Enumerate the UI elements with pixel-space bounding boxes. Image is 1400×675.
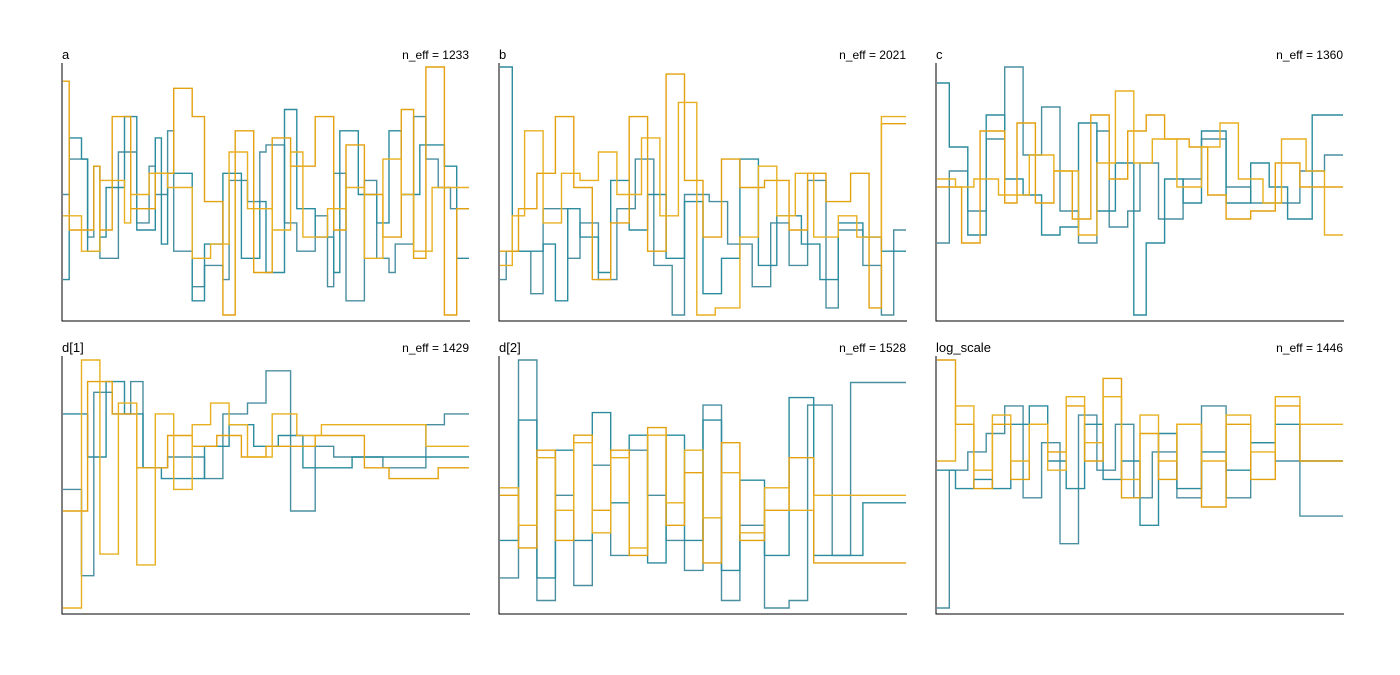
panel-title: c [936, 47, 943, 62]
panel-3: c n_eff = 1360 [935, 47, 1344, 322]
panel-6: log_scale n_eff = 1446 [935, 340, 1344, 615]
chain-3-trace [63, 66, 469, 316]
neff-label: n_eff = 1446 [1276, 341, 1343, 355]
chain-4-trace [937, 90, 1343, 236]
chain-3-trace [500, 426, 906, 564]
neff-label: n_eff = 1528 [839, 341, 906, 355]
chain-3-trace [500, 73, 906, 309]
chain-4-trace [63, 151, 469, 259]
chain-4-trace [937, 396, 1343, 481]
axis-frame [935, 63, 1344, 322]
axis-frame [61, 63, 470, 322]
axis-frame [498, 63, 907, 322]
panel-5: d[2] n_eff = 1528 [498, 340, 907, 615]
axis-frame [61, 356, 470, 615]
panel-4: d[1] n_eff = 1429 [61, 340, 470, 615]
panel-2: b n_eff = 2021 [498, 47, 907, 322]
chain-2-trace [500, 66, 906, 302]
chain-4-trace [63, 359, 469, 609]
chain-1-trace [500, 359, 906, 609]
neff-label: n_eff = 1429 [402, 341, 469, 355]
chain-1-trace [63, 115, 469, 302]
panel-title: d[1] [62, 340, 84, 355]
axis-frame [498, 356, 907, 615]
chain-4-trace [500, 101, 906, 316]
chain-2-trace [937, 405, 1343, 526]
axis-frame [935, 356, 1344, 615]
panel-title: a [62, 47, 70, 62]
neff-label: n_eff = 2021 [839, 48, 906, 62]
chain-2-trace [63, 108, 469, 302]
chain-4-trace [500, 434, 906, 549]
chain-2-trace [500, 396, 906, 579]
panel-1: a n_eff = 1233 [61, 47, 470, 322]
neff-label: n_eff = 1360 [1276, 48, 1343, 62]
panel-title: b [499, 47, 506, 62]
panel-title: d[2] [499, 340, 521, 355]
chain-3-trace [937, 359, 1343, 508]
chain-2-trace [63, 380, 469, 480]
neff-label: n_eff = 1233 [402, 48, 469, 62]
panel-title: log_scale [936, 340, 991, 355]
panels-root: a n_eff = 1233 b n_eff = 2021 c n_eff = 1360 d… [61, 47, 1344, 615]
